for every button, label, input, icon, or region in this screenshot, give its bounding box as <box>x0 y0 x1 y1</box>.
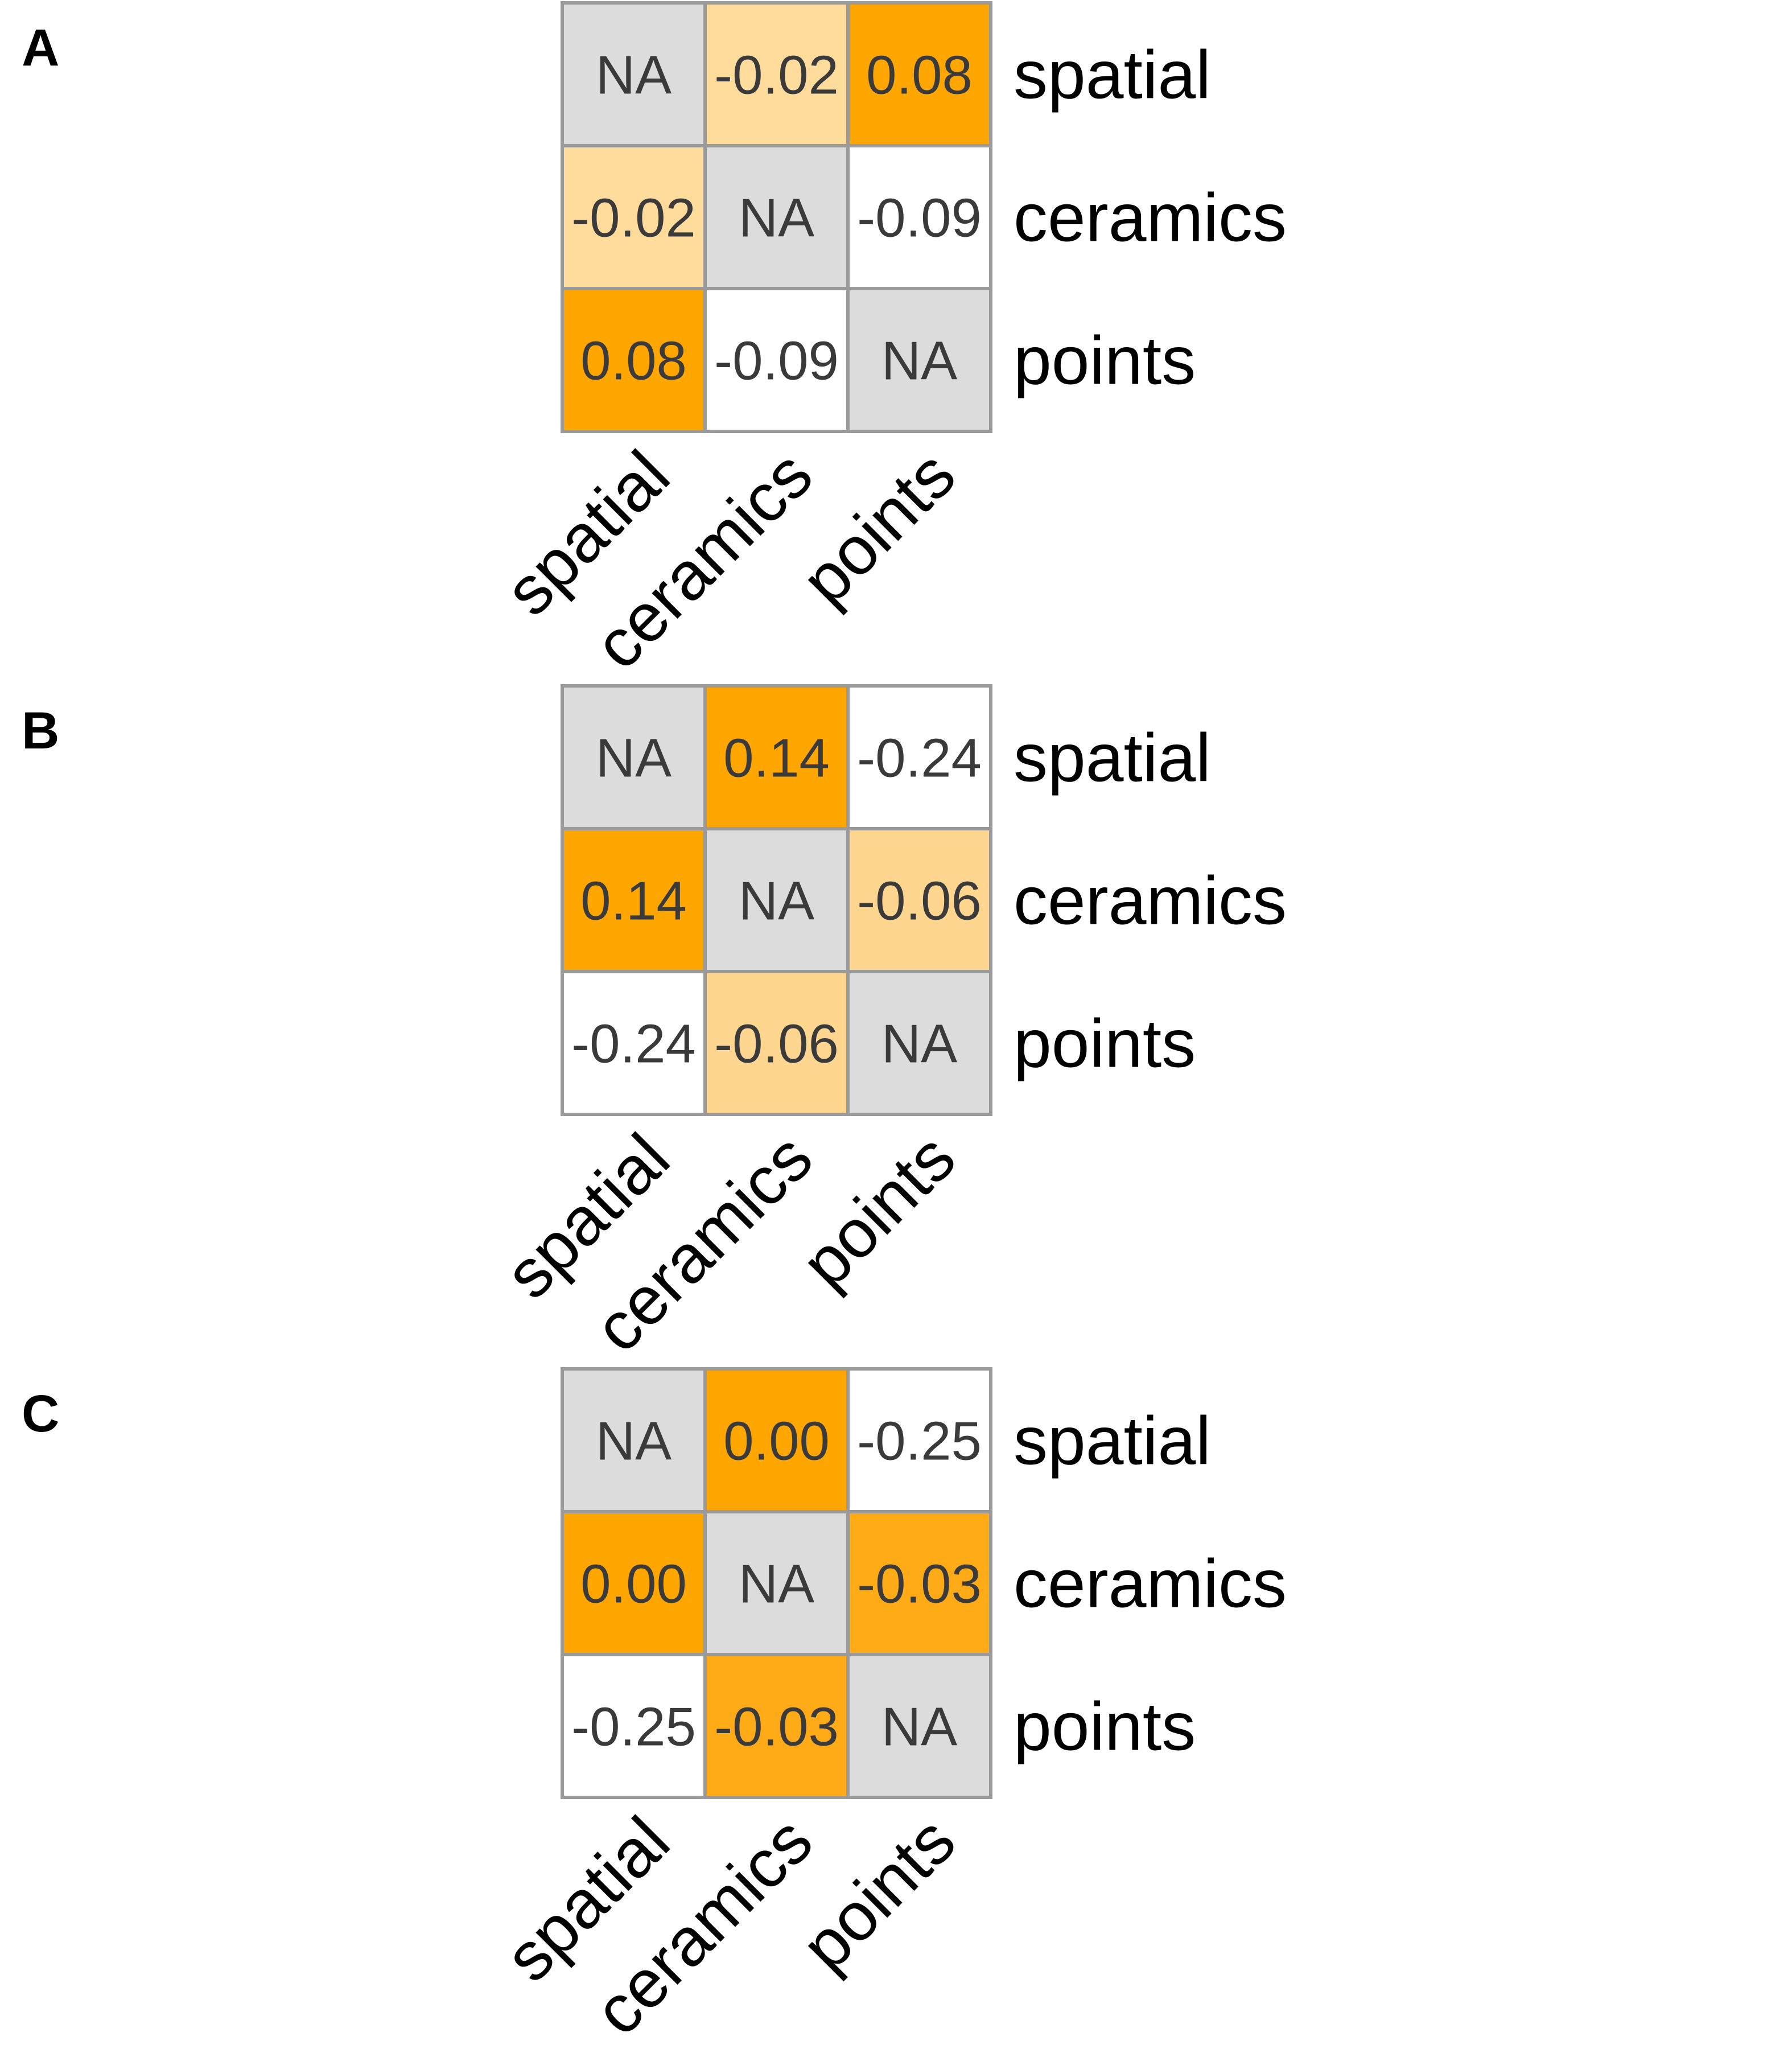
cell-value-label: 0.14 <box>580 871 687 932</box>
heatmap-cell <box>846 1510 992 1656</box>
heatmap-cell <box>561 827 707 973</box>
column-label-points: points <box>787 437 970 619</box>
heatmap-cell <box>703 1367 850 1513</box>
cell-value-label: -0.24 <box>571 1014 696 1075</box>
heatmap-panel-b: B NA 0.14 -0.24 0.14 NA -0.06 -0.24 -0.06 NA spati… <box>22 684 1287 1367</box>
cell-value-label: -0.06 <box>857 871 982 932</box>
cell-value-label: NA <box>596 45 672 106</box>
cell-value-label: -0.03 <box>714 1697 839 1758</box>
heatmap-cell <box>703 827 850 973</box>
heatmap-cell <box>703 684 850 830</box>
column-label-points: points <box>787 1803 970 1985</box>
cell-value-label: NA <box>739 1554 814 1615</box>
heatmap-cell <box>703 287 850 433</box>
panel-letter: A <box>22 19 59 77</box>
cell-value-label: -0.24 <box>857 728 982 789</box>
row-label-spatial: spatial <box>1014 720 1211 796</box>
row-label-spatial: spatial <box>1014 1403 1211 1479</box>
cell-value-label: -0.25 <box>857 1411 982 1472</box>
heatmap-panels: A NA -0.02 0.08 -0.02 NA -0.09 0.08 -0.09 NA spati… <box>22 1 1287 2049</box>
heatmap-cell <box>846 287 992 433</box>
heatmap-panel-a: A NA -0.02 0.08 -0.02 NA -0.09 0.08 -0.09 NA spati… <box>22 1 1287 684</box>
cell-value-label: NA <box>881 331 957 392</box>
row-label-ceramics: ceramics <box>1014 1546 1287 1622</box>
cell-value-label: -0.06 <box>714 1014 839 1075</box>
heatmap-panel-c: C NA 0.00 -0.25 0.00 NA -0.03 -0.25 -0.03 NA spati… <box>22 1367 1287 2049</box>
cell-value-label: NA <box>596 1411 672 1472</box>
heatmap-cell <box>846 144 992 290</box>
cell-value-label: 0.14 <box>723 728 830 789</box>
column-label-points: points <box>787 1120 970 1302</box>
panel-letter: B <box>22 702 59 760</box>
cell-value-label: 0.00 <box>723 1411 830 1472</box>
cell-value-label: -0.03 <box>857 1554 982 1615</box>
heatmap-cell <box>561 1 707 147</box>
heatmap-cell <box>703 1 850 147</box>
heatmap-cell <box>846 684 992 830</box>
cell-value-label: 0.08 <box>580 331 687 392</box>
heatmap-cell <box>846 827 992 973</box>
row-label-points: points <box>1014 323 1196 399</box>
heatmap-cell <box>561 287 707 433</box>
row-label-spatial: spatial <box>1014 37 1211 113</box>
cell-value-label: -0.09 <box>857 188 982 249</box>
cell-value-label: -0.02 <box>714 45 839 106</box>
cell-value-label: 0.08 <box>866 45 973 106</box>
heatmap-cell <box>703 970 850 1116</box>
cell-value-label: -0.02 <box>571 188 696 249</box>
heatmap-cell <box>703 1653 850 1799</box>
cell-value-label: 0.00 <box>580 1554 687 1615</box>
row-label-ceramics: ceramics <box>1014 863 1287 939</box>
heatmap-cell <box>846 970 992 1116</box>
panel-letter: C <box>22 1385 59 1443</box>
cell-value-label: NA <box>596 728 672 789</box>
row-label-points: points <box>1014 1006 1196 1082</box>
cell-value-label: NA <box>739 188 814 249</box>
cell-value-label: NA <box>881 1697 957 1758</box>
row-label-points: points <box>1014 1689 1196 1765</box>
cell-value-label: -0.09 <box>714 331 839 392</box>
cell-value-label: -0.25 <box>571 1697 696 1758</box>
heatmap-cell <box>561 684 707 830</box>
cell-value-label: NA <box>739 871 814 932</box>
row-label-ceramics: ceramics <box>1014 180 1287 256</box>
cell-value-label: NA <box>881 1014 957 1075</box>
heatmap-cell <box>561 1510 707 1656</box>
heatmap-cell <box>846 1653 992 1799</box>
